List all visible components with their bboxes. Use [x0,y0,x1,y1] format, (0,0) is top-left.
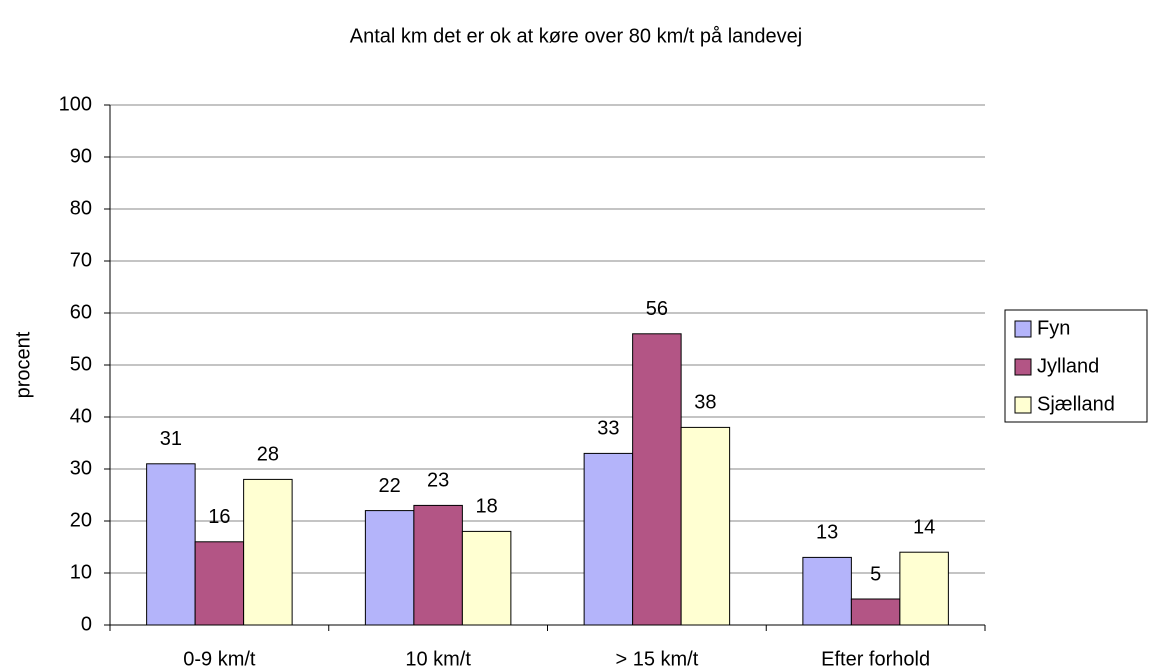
data-label: 23 [427,470,449,492]
bar [243,478,293,626]
bar [583,452,634,626]
data-label: 31 [160,428,182,450]
y-axis-label: procent [12,331,34,398]
y-tick-label: 10 [70,561,92,583]
y-tick-label: 80 [70,197,92,219]
legend-label: Fyn [1037,317,1070,339]
data-label: 14 [913,516,935,538]
y-tick-label: 70 [70,249,92,271]
data-label: 38 [694,392,716,414]
bar [680,426,731,626]
legend-swatch [1014,358,1032,376]
bar [850,598,901,626]
y-tick-label: 40 [70,405,92,427]
bar [146,463,196,626]
legend-swatch [1014,396,1032,414]
data-label: 16 [208,506,230,528]
x-tick-label: > 15 km/t [615,648,698,670]
y-tick-label: 20 [70,509,92,531]
data-label: 22 [379,475,401,497]
x-tick-label: 10 km/t [405,648,471,670]
data-label: 56 [646,298,668,320]
y-tick-label: 100 [59,93,92,115]
bar [413,504,463,626]
legend-label: Jylland [1037,355,1099,377]
data-label: 13 [816,522,838,544]
y-tick-label: 50 [70,353,92,375]
x-tick-label: 0-9 km/t [183,648,256,670]
data-label: 33 [597,418,619,440]
y-tick-label: 90 [70,145,92,167]
y-tick-label: 60 [70,301,92,323]
y-tick-label: 0 [81,613,92,635]
bar [802,556,852,626]
bar [194,541,245,626]
data-label: 28 [257,444,279,466]
bar [461,530,512,626]
legend-label: Sjælland [1037,393,1115,415]
data-label: 5 [870,563,881,585]
bar [364,510,415,626]
bar [632,333,682,626]
legend-swatch [1014,320,1032,338]
data-label: 18 [476,496,498,518]
x-tick-label: Efter forhold [821,648,930,670]
bar [899,551,949,626]
chart-title: Antal km det er ok at køre over 80 km/t … [350,25,802,47]
y-tick-label: 30 [70,457,92,479]
